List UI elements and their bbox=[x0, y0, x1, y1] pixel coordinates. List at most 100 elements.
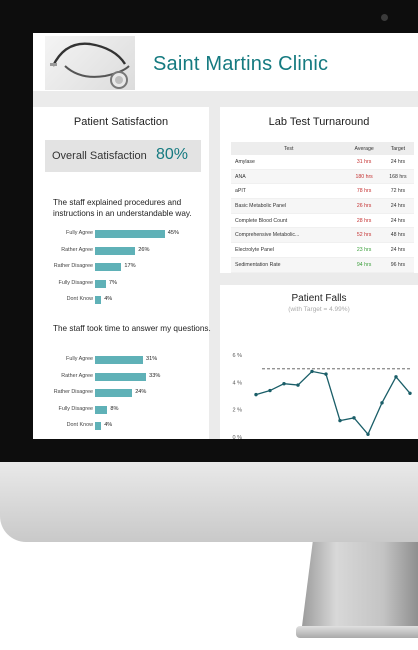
bar-label: Rather Agree bbox=[61, 372, 93, 379]
dashboard-screen: Saint Martins Clinic Patient Satisfactio… bbox=[33, 33, 418, 439]
lab-table: Test Average Target Amylase 31 hrs 24 hrs A… bbox=[231, 142, 414, 273]
lab-col-test: Test bbox=[231, 142, 347, 155]
lab-average: 31 hrs bbox=[346, 155, 382, 170]
lab-title: Lab Test Turnaround bbox=[268, 116, 370, 128]
clinic-title: Saint Martins Clinic bbox=[153, 53, 329, 75]
falls-point bbox=[408, 391, 412, 395]
lab-average: 52 hrs bbox=[346, 227, 382, 244]
lab-test-name: aPIT bbox=[231, 183, 347, 200]
bar bbox=[95, 422, 102, 430]
falls-point bbox=[338, 418, 342, 423]
satisfaction-title: Patient Satisfaction bbox=[73, 116, 169, 128]
monitor-chin bbox=[0, 462, 418, 542]
lab-target: 72 hrs bbox=[381, 183, 414, 200]
bar bbox=[95, 356, 144, 364]
bar-value: 26% bbox=[138, 246, 150, 253]
falls-subtitle: (with Target = 4.99%) bbox=[288, 306, 350, 313]
falls-point bbox=[352, 416, 356, 420]
bar bbox=[95, 230, 165, 238]
falls-point bbox=[282, 382, 286, 386]
bar-label: Fully Agree bbox=[66, 230, 93, 236]
lab-average: 23 hrs bbox=[346, 242, 382, 258]
bar bbox=[95, 263, 122, 271]
bar-value: 8% bbox=[110, 405, 119, 412]
bar-row: Fully Disagree 8% bbox=[33, 405, 233, 415]
falls-point bbox=[394, 375, 398, 379]
lab-table-row: Basic Metabolic Panel 26 hrs 24 hrs bbox=[231, 198, 414, 214]
lab-test-name: Comprehensive Metabolic... bbox=[231, 227, 347, 244]
bar-label: Rather Agree bbox=[61, 246, 93, 253]
lab-table-row: ANA 180 hrs 168 hrs bbox=[231, 169, 414, 185]
bar-label: Fully Agree bbox=[66, 356, 93, 362]
bar-label: Rather Disagree bbox=[53, 389, 93, 395]
lab-test-name: Amylase bbox=[231, 155, 347, 170]
falls-point bbox=[380, 401, 384, 405]
bar-label: Rather Disagree bbox=[53, 263, 93, 269]
stethoscope-icon bbox=[45, 36, 135, 90]
monitor-stand-base bbox=[296, 626, 418, 638]
lab-col-average: Average bbox=[346, 142, 382, 155]
falls-chart: 0 %2 %4 %6 %Jan 2016Feb 2016Mar 2016Apr … bbox=[233, 353, 412, 439]
lab-panel: Lab Test Turnaround Test Average Target … bbox=[220, 107, 418, 273]
bar-row: Rather Agree 26% bbox=[33, 246, 233, 256]
bar-row: Dont Know 4% bbox=[33, 295, 233, 305]
y-tick-label: 0 % bbox=[233, 435, 243, 439]
bar-label: Fully Disagree bbox=[58, 405, 93, 412]
lab-target: 96 hrs bbox=[381, 257, 414, 273]
falls-title: Patient Falls bbox=[291, 293, 347, 304]
bar-value: 24% bbox=[135, 389, 147, 395]
falls-point bbox=[268, 388, 272, 393]
bar-row: Fully Disagree 7% bbox=[33, 279, 233, 289]
bar-value: 4% bbox=[104, 422, 113, 428]
lab-table-row: aPIT 78 hrs 72 hrs bbox=[231, 183, 414, 200]
question-text: The staff took time to answer my questio… bbox=[53, 324, 211, 333]
lab-test-name: Complete Blood Count bbox=[231, 213, 347, 229]
lab-target: 24 hrs bbox=[381, 198, 414, 214]
monitor-stand bbox=[301, 542, 418, 634]
bar-label: Dont Know bbox=[66, 422, 93, 428]
falls-point bbox=[310, 369, 314, 374]
bar-row: Rather Agree 33% bbox=[33, 372, 233, 382]
bar-value: 45% bbox=[167, 230, 179, 236]
falls-point bbox=[254, 392, 258, 397]
falls-point bbox=[296, 383, 300, 387]
camera-icon bbox=[381, 14, 388, 21]
falls-series-line bbox=[255, 370, 411, 436]
lab-target: 48 hrs bbox=[381, 227, 414, 244]
bar-row: Fully Agree 31% bbox=[33, 355, 233, 365]
y-tick-label: 4 % bbox=[233, 380, 243, 386]
lab-test-name: Electrolyte Panel bbox=[231, 242, 347, 258]
lab-test-name: Sedimentation Rate bbox=[231, 257, 347, 273]
header: Saint Martins Clinic bbox=[33, 33, 418, 91]
lab-table-row: Sedimentation Rate 94 hrs 96 hrs bbox=[231, 257, 414, 273]
overall-satisfaction-value: 80% bbox=[155, 146, 188, 163]
lab-average: 26 hrs bbox=[346, 198, 382, 214]
bar-row: Rather Disagree 24% bbox=[33, 388, 233, 398]
lab-test-name: Basic Metabolic Panel bbox=[231, 198, 347, 214]
question-text: The staff explained procedures and instr… bbox=[53, 198, 192, 218]
lab-table-row: Electrolyte Panel 23 hrs 24 hrs bbox=[231, 242, 414, 258]
y-tick-label: 6 % bbox=[233, 353, 243, 359]
bar-row: Dont Know 4% bbox=[33, 421, 233, 431]
falls-point bbox=[324, 372, 328, 376]
lab-average: 78 hrs bbox=[346, 183, 382, 200]
bar-row: Fully Agree 45% bbox=[33, 229, 233, 239]
lab-table-header: Test Average Target bbox=[231, 142, 414, 155]
bar-label: Fully Disagree bbox=[58, 279, 93, 286]
lab-target: 24 hrs bbox=[381, 155, 414, 170]
bar bbox=[95, 372, 147, 381]
bar bbox=[95, 246, 136, 255]
bar bbox=[95, 405, 108, 414]
bar-value: 4% bbox=[104, 296, 113, 302]
bar-row: Rather Disagree 17% bbox=[33, 262, 233, 272]
lab-target: 168 hrs bbox=[381, 169, 414, 185]
lab-col-target: Target bbox=[381, 142, 414, 155]
bar bbox=[95, 296, 102, 304]
satisfaction-panel: Patient Satisfaction Overall Satisfactio… bbox=[33, 107, 211, 439]
bar-value: 17% bbox=[124, 263, 136, 269]
monitor-bezel: Saint Martins Clinic Patient Satisfactio… bbox=[0, 0, 418, 462]
lab-target: 24 hrs bbox=[381, 213, 414, 229]
falls-point bbox=[366, 432, 370, 436]
lab-table-row: Complete Blood Count 28 hrs 24 hrs bbox=[231, 213, 414, 229]
bar bbox=[95, 389, 133, 397]
